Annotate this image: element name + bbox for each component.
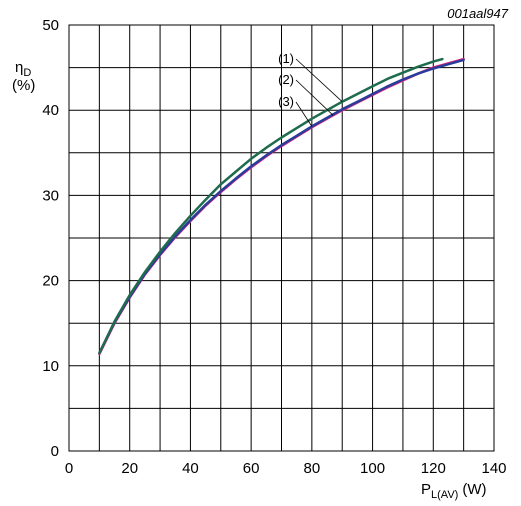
- x-ticks: 0 20 40 60 80 100 120 140: [65, 460, 507, 477]
- x-axis-symbol: P: [421, 481, 431, 498]
- y-tick-label: 30: [42, 187, 59, 204]
- leader-line-3: [295, 101, 313, 127]
- x-tick-label: 0: [65, 460, 73, 477]
- series-line-3: [98, 58, 465, 355]
- x-axis-unit: (W): [462, 481, 486, 498]
- x-tick-label: 140: [481, 460, 506, 477]
- leader-lines: [295, 58, 343, 127]
- x-tick-label: 20: [121, 460, 138, 477]
- y-ticks: 0 10 20 30 40 50: [42, 17, 59, 460]
- x-tick-label: 40: [182, 460, 199, 477]
- leader-line-2: [295, 79, 334, 116]
- series-label-2: (2): [278, 72, 294, 87]
- series-label-3: (3): [278, 94, 294, 109]
- x-axis-subscript: L(AV): [431, 489, 458, 501]
- y-tick-label: 50: [42, 17, 59, 34]
- y-tick-label: 40: [42, 102, 59, 119]
- x-axis-label: PL(AV) (W): [421, 481, 486, 501]
- series-line-1: [98, 57, 444, 355]
- x-tick-label: 120: [421, 460, 446, 477]
- x-tick-label: 60: [243, 460, 260, 477]
- legend-labels: (1) (2) (3): [278, 51, 294, 109]
- plot-frame: [68, 24, 495, 452]
- x-tick-label: 100: [360, 460, 385, 477]
- y-tick-label: 10: [42, 358, 59, 375]
- leader-line-1: [295, 58, 343, 102]
- y-axis-unit: (%): [12, 77, 35, 94]
- series-lines: [98, 57, 465, 356]
- figure-code: 001aal947: [447, 6, 508, 21]
- x-tick-label: 80: [304, 460, 321, 477]
- y-axis-subscript: D: [23, 67, 31, 79]
- y-tick-label: 20: [42, 273, 59, 290]
- grid-lines: [69, 25, 494, 451]
- series-label-1: (1): [278, 51, 294, 66]
- y-tick-label: 0: [51, 443, 59, 460]
- y-axis-label: ηD: [15, 59, 31, 79]
- y-axis-symbol: η: [15, 59, 23, 76]
